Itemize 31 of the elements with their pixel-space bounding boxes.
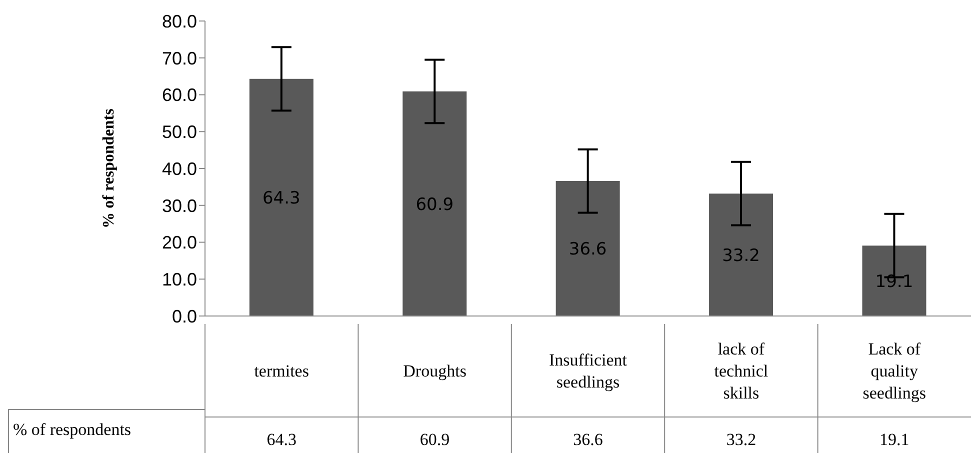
bar	[249, 78, 314, 316]
bar	[402, 91, 467, 316]
annotation: 19.1	[875, 272, 914, 292]
data-label: 36.6	[573, 430, 603, 449]
data-label: 33.2	[726, 430, 756, 449]
y-tick-label: 0.0	[172, 306, 197, 326]
bar	[556, 181, 620, 316]
y-tick-label: 30.0	[162, 196, 197, 216]
data-label: 19.1	[880, 430, 910, 449]
data-label: 60.9	[420, 430, 450, 449]
annotation: 60.9	[416, 194, 454, 215]
y-tick-label: 70.0	[162, 48, 197, 68]
bar	[862, 246, 926, 316]
bar	[709, 194, 774, 316]
y-tick-label: 50.0	[162, 122, 197, 142]
x-tick-label: lack of technicl skills	[714, 340, 768, 402]
annotation: 36.6	[568, 240, 607, 260]
y-tick-label: 20.0	[162, 232, 197, 253]
y-tick-label: 10.0	[162, 270, 197, 290]
annotation: 33.2	[722, 246, 760, 266]
y-tick-label: 40.0	[162, 158, 197, 179]
x-tick-label: Lack of quality seedlings	[862, 340, 926, 402]
y-tick-label: 80.0	[162, 11, 197, 32]
y-axis-title: % of respondents	[100, 108, 118, 228]
text: % of respondents	[8, 409, 205, 453]
y-tick-label: 60.0	[162, 85, 197, 106]
x-tick-label: Droughts	[403, 362, 466, 380]
data-label: 64.3	[266, 430, 296, 449]
x-tick-label: termites	[254, 362, 309, 380]
x-tick-label: Insufficient seedlings	[548, 350, 628, 392]
annotation: 64.3	[262, 188, 300, 208]
